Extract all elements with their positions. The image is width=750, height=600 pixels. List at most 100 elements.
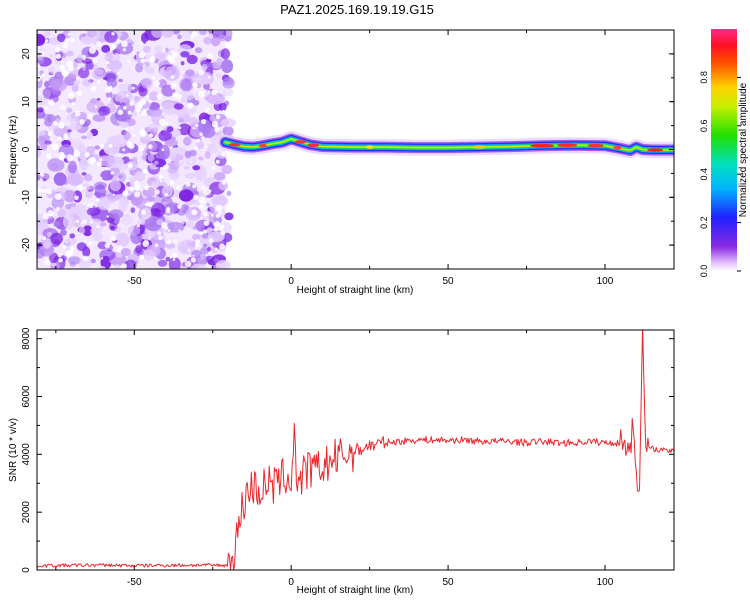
noise-gap: [211, 165, 216, 170]
noise-gap: [139, 98, 147, 106]
noise-blob: [124, 259, 137, 269]
noise-gap: [58, 122, 65, 129]
noise-gap: [192, 254, 195, 257]
noise-gap: [158, 235, 163, 241]
noise-gap: [83, 58, 86, 61]
snr-x-label: Height of straight line (km): [297, 585, 414, 596]
noise-gap: [182, 135, 185, 138]
noise-gap: [117, 72, 120, 75]
noise-blob: [207, 246, 211, 252]
snr-ticks: -50 0 50 100 0 2000 4000 6000 8000: [21, 327, 674, 588]
noise-gap: [192, 126, 195, 130]
noise-gap: [122, 48, 126, 52]
noise-gap: [194, 146, 199, 150]
noise-blob: [65, 203, 72, 210]
noise-gap: [59, 64, 66, 71]
noise-gap: [193, 194, 199, 200]
noise-blob: [68, 160, 77, 174]
noise-gap: [201, 136, 205, 141]
noise-blob: [222, 87, 234, 97]
noise-gap: [142, 168, 148, 174]
noise-gap: [129, 101, 134, 106]
noise-blob: [132, 156, 138, 163]
noise-gap: [171, 50, 175, 54]
y-tick-label: 20: [21, 48, 32, 60]
noise-blob: [48, 66, 56, 75]
noise-blob: [200, 246, 209, 255]
noise-blob: [114, 264, 121, 269]
noise-gap: [205, 145, 208, 148]
y-tick-label: 6000: [21, 385, 32, 408]
noise-gap: [211, 89, 218, 96]
noise-blob: [198, 30, 208, 36]
colorbar-tick-label: 0.6: [699, 120, 709, 133]
noise-gap: [61, 244, 67, 250]
noise-gap: [148, 133, 154, 138]
noise-blob: [78, 67, 90, 79]
noise-gap: [214, 127, 220, 133]
noise-blob: [43, 30, 51, 38]
noise-gap: [215, 213, 220, 218]
noise-gap: [192, 82, 198, 88]
noise-gap: [74, 195, 79, 201]
noise-blob: [67, 129, 72, 133]
noise-blob: [70, 138, 84, 150]
noise-gap: [160, 106, 163, 109]
noise-gap: [220, 230, 226, 236]
noise-blob: [144, 61, 151, 67]
noise-gap: [198, 69, 205, 76]
noise-gap: [99, 176, 103, 180]
noise-gap: [56, 206, 60, 211]
noise-gap: [99, 158, 103, 162]
noise-gap: [42, 213, 49, 220]
noise-blob: [48, 252, 59, 264]
y-tick-label: 8000: [21, 327, 32, 350]
noise-blob: [125, 213, 129, 218]
noise-gap: [139, 254, 143, 259]
noise-blob: [108, 209, 124, 219]
noise-blob: [50, 78, 67, 92]
noise-blob: [177, 240, 195, 255]
figure-title: PAZ1.2025.169.19.19.G15: [280, 2, 434, 17]
noise-blob: [208, 30, 224, 35]
noise-gap: [156, 93, 163, 100]
noise-gap: [161, 148, 165, 152]
noise-blob: [49, 37, 58, 45]
snr-panel: -50 0 50 100 0 2000 4000 6000 8000 Height of str…: [8, 327, 675, 596]
noise-gap: [163, 164, 169, 170]
spectrogram-ticks: -50 0 50 100 -20 -10 0 10 20: [21, 29, 674, 287]
noise-blob: [141, 77, 153, 89]
noise-gap: [195, 113, 198, 116]
noise-blob: [221, 59, 234, 74]
noise-blob: [151, 181, 159, 189]
noise-blob: [186, 221, 195, 228]
noise-blob: [119, 120, 129, 128]
noise-gap: [66, 154, 74, 162]
noise-gap: [60, 104, 66, 111]
noise-gap: [61, 59, 65, 64]
noise-gap: [154, 189, 160, 195]
noise-blob: [166, 161, 179, 174]
noise-gap: [169, 179, 175, 185]
noise-gap: [145, 94, 150, 98]
noise-blob: [73, 80, 81, 86]
noise-gap: [154, 243, 159, 247]
noise-gap: [139, 130, 147, 137]
noise-gap: [48, 99, 55, 106]
noise-gap: [204, 109, 208, 113]
noise-blob: [211, 36, 221, 47]
noise-blob: [86, 131, 93, 140]
noise-blob: [206, 92, 225, 105]
noise-blob: [222, 222, 232, 235]
noise-blob: [63, 189, 76, 203]
noise-blob: [81, 135, 88, 140]
noise-blob: [125, 103, 135, 114]
spectrogram-panel: -50 0 50 100 -20 -10 0 10 20 Height of straight …: [8, 29, 675, 296]
noise-blob: [202, 243, 208, 248]
noise-blob: [37, 259, 40, 263]
noise-blob: [215, 259, 231, 269]
noise-gap: [191, 209, 198, 216]
noise-blob: [218, 34, 226, 42]
spectrogram-frame: [36, 29, 675, 270]
